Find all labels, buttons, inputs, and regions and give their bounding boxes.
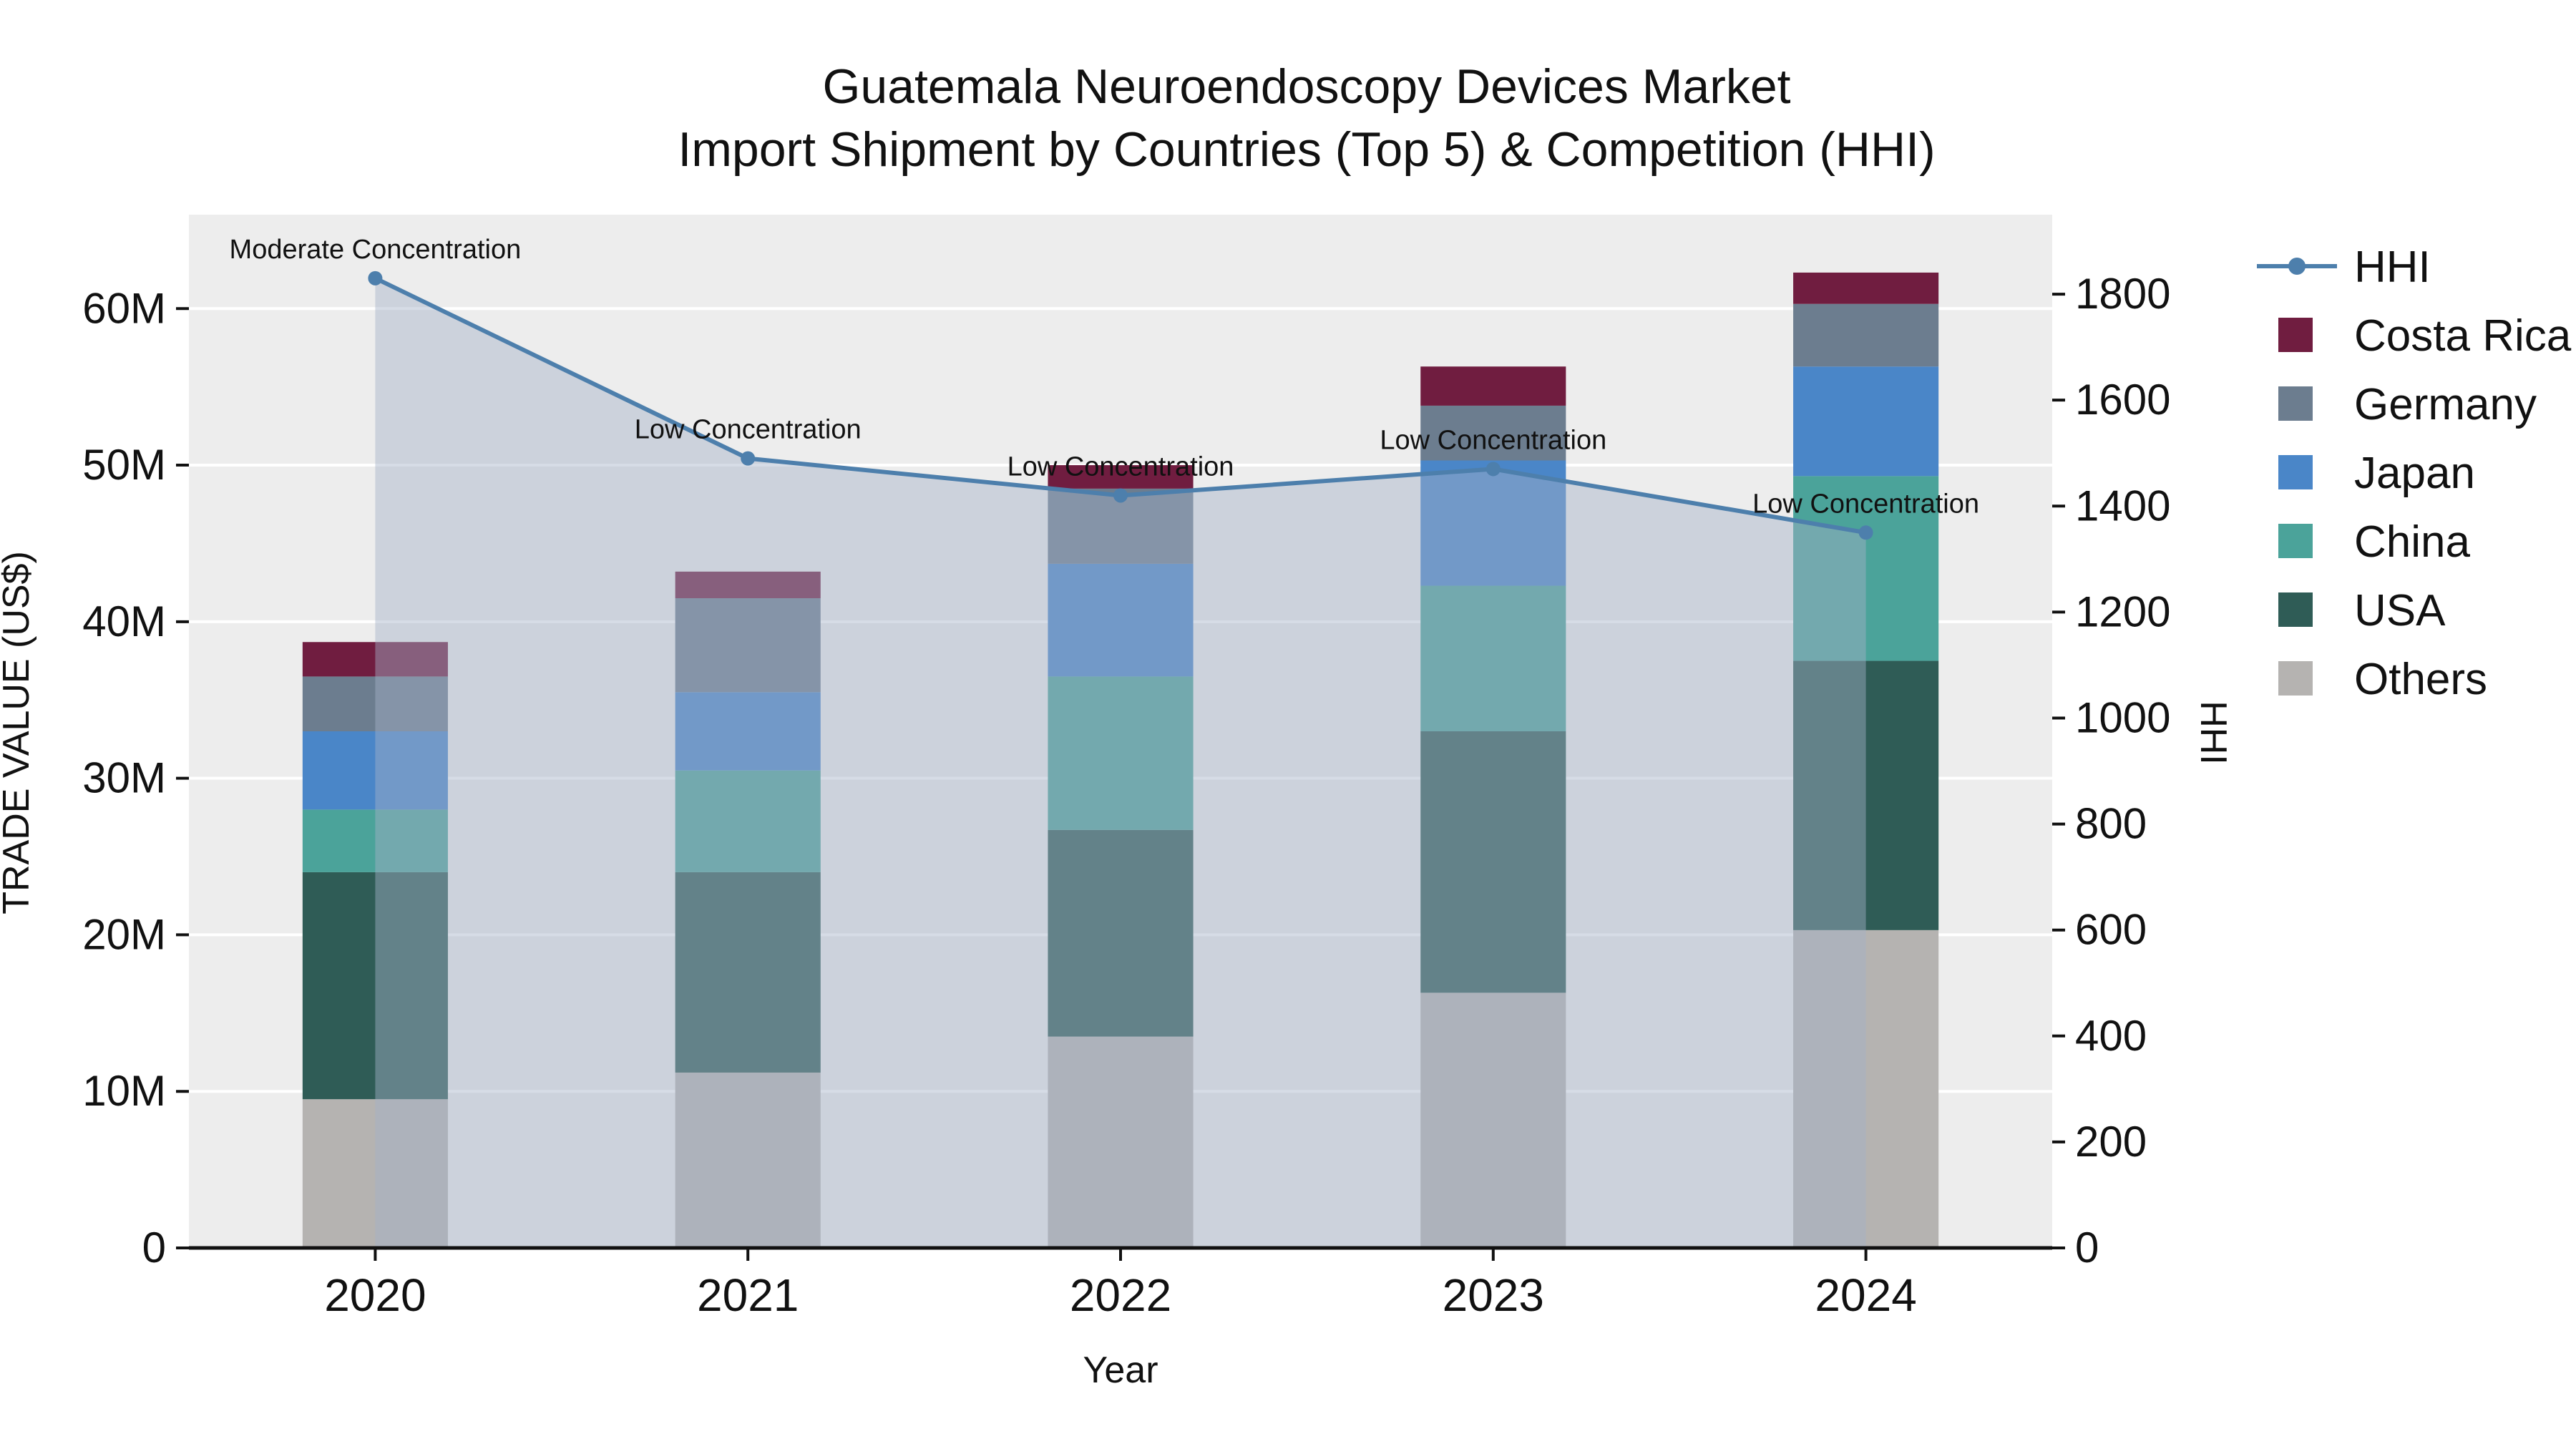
bar-segment-japan-2023 (1420, 460, 1566, 586)
hhi-annotation-2023: Low Concentration (1380, 425, 1606, 455)
bar-segment-germany-2023 (1420, 405, 1566, 461)
y-right-tick-label: 1400 (2075, 482, 2170, 530)
x-tick-label-2021: 2021 (697, 1269, 799, 1321)
bar-segment-usa-2021 (675, 872, 821, 1073)
y-right-tick-label: 1200 (2075, 587, 2170, 635)
legend-label-usa: USA (2354, 586, 2446, 635)
y-right-tick-label: 0 (2075, 1224, 2099, 1272)
bar-segment-japan-2020 (302, 731, 448, 810)
bar-segment-usa-2022 (1048, 829, 1194, 1037)
stacked-bars-layer (302, 272, 1939, 1248)
legend-item-hhi: HHI (2257, 243, 2431, 292)
legend-hhi-marker-icon (2288, 258, 2306, 275)
legend-label-germany: Germany (2354, 380, 2537, 429)
y-right-tick-label: 1600 (2075, 376, 2170, 424)
bar-segment-costa-rica-2022 (1048, 465, 1194, 489)
legend-label-others: Others (2354, 655, 2487, 704)
hhi-area (375, 278, 1866, 1248)
y-left-tick-label: 50M (82, 441, 166, 489)
y-right-tick-label: 1000 (2075, 693, 2170, 741)
bar-segment-others-2023 (1420, 992, 1566, 1248)
y-left-tick-label: 30M (82, 754, 166, 802)
hhi-point-2021 (741, 451, 756, 466)
bar-segment-china-2020 (302, 809, 448, 872)
bar-segment-costa-rica-2020 (302, 642, 448, 677)
legend: HHI Costa Rica Germany Japan China USA Others (2257, 243, 2572, 704)
bar-segment-japan-2021 (675, 692, 821, 771)
y-left-tick-label: 20M (82, 910, 166, 958)
bar-segment-japan-2022 (1048, 563, 1194, 677)
axes-layer (176, 293, 2065, 1261)
bar-segment-china-2023 (1420, 585, 1566, 731)
legend-item-germany: Germany (2278, 380, 2537, 429)
bar-segment-costa-rica-2024 (1793, 272, 1939, 304)
y-left-tick-label: 0 (142, 1224, 166, 1272)
legend-label-japan: Japan (2354, 449, 2475, 498)
x-tick-label-2022: 2022 (1070, 1269, 1171, 1321)
legend-label-costa-rica: Costa Rica (2354, 311, 2572, 361)
chart-title-line1: Guatemala Neuroendoscopy Devices Market (822, 59, 1790, 114)
legend-item-costa-rica: Costa Rica (2278, 311, 2572, 361)
y-left-tick-label: 60M (82, 284, 166, 332)
legend-item-usa: USA (2278, 586, 2446, 635)
y-right-tick-label: 600 (2075, 906, 2147, 954)
tick-labels-layer: 2020 2021 2022 2023 2024 0 10M 20M 30M 40M 50M 60M 0… (82, 270, 2170, 1321)
bar-segment-china-2024 (1793, 476, 1939, 661)
hhi-area-layer (375, 278, 1866, 1248)
y-right-tick-label: 200 (2075, 1118, 2147, 1166)
legend-swatch-china (2278, 524, 2313, 558)
bar-segment-others-2022 (1048, 1036, 1194, 1248)
bar-segment-germany-2021 (675, 598, 821, 693)
legend-swatch-others (2278, 661, 2313, 696)
hhi-annotation-2020: Moderate Concentration (230, 235, 522, 265)
hhi-line-layer (368, 270, 1873, 540)
hhi-annotation-2021: Low Concentration (635, 415, 862, 445)
chart-title-line2: Import Shipment by Countries (Top 5) & C… (678, 122, 1935, 177)
bar-segment-china-2022 (1048, 676, 1194, 830)
annotations-layer: Moderate Concentration Low Concentration L… (230, 235, 1979, 519)
legend-item-china: China (2278, 517, 2471, 567)
legend-swatch-usa (2278, 592, 2313, 627)
x-tick-label-2023: 2023 (1443, 1269, 1544, 1321)
bar-segment-germany-2020 (302, 676, 448, 731)
bar-segment-china-2021 (675, 770, 821, 872)
y-right-tick-label: 1800 (2075, 270, 2170, 318)
bar-segment-costa-rica-2021 (675, 571, 821, 599)
x-tick-label-2020: 2020 (324, 1269, 426, 1321)
hhi-point-2023 (1485, 462, 1501, 477)
legend-label-hhi: HHI (2354, 243, 2431, 292)
y-left-tick-label: 40M (82, 597, 166, 645)
bar-segment-usa-2020 (302, 872, 448, 1100)
bar-segment-others-2021 (675, 1072, 821, 1248)
y-axis-left-title: TRADE VALUE (US$) (0, 551, 37, 914)
legend-swatch-japan (2278, 455, 2313, 489)
bar-segment-others-2024 (1793, 930, 1939, 1248)
x-tick-label-2024: 2024 (1815, 1269, 1916, 1321)
bar-segment-others-2020 (302, 1099, 448, 1248)
hhi-point-2022 (1113, 488, 1128, 503)
legend-item-others: Others (2278, 655, 2487, 704)
bar-segment-germany-2024 (1793, 303, 1939, 367)
hhi-annotation-2024: Low Concentration (1752, 489, 1979, 519)
y-axis-right-title: HHI (2192, 701, 2234, 765)
legend-swatch-germany (2278, 386, 2313, 421)
bar-segment-japan-2024 (1793, 366, 1939, 477)
bar-segment-costa-rica-2023 (1420, 366, 1566, 406)
hhi-point-2024 (1858, 525, 1873, 540)
hhi-annotation-2022: Low Concentration (1008, 452, 1234, 482)
legend-item-japan: Japan (2278, 449, 2475, 498)
bar-segment-usa-2024 (1793, 660, 1939, 930)
y-right-tick-label: 400 (2075, 1012, 2147, 1060)
y-right-tick-label: 800 (2075, 800, 2147, 848)
y-left-tick-label: 10M (82, 1067, 166, 1115)
hhi-point-2020 (368, 270, 383, 286)
legend-swatch-costa-rica (2278, 318, 2313, 352)
x-axis-title: Year (1083, 1350, 1158, 1391)
bar-segment-usa-2023 (1420, 731, 1566, 993)
legend-label-china: China (2354, 517, 2471, 567)
